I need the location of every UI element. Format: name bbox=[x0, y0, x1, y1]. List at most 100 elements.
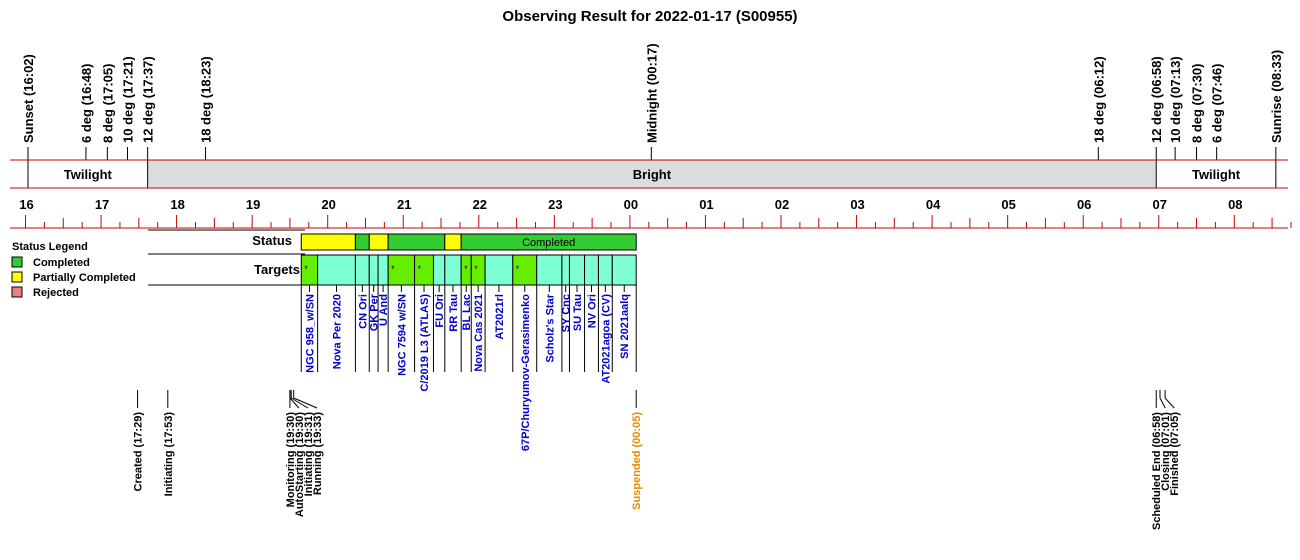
event-label: Suspended (00:05) bbox=[631, 412, 643, 510]
sun-events: Sunset (16:02) 6 deg (16:48) 8 deg (17:05)… bbox=[21, 43, 1284, 160]
status-segment bbox=[300, 233, 356, 251]
target-name: NGC 7594 w/SN bbox=[396, 294, 408, 376]
hour-tick-label: 17 bbox=[95, 197, 109, 212]
sun-event-label: 12 deg (17:37) bbox=[141, 56, 156, 143]
sun-event-label: 12 deg (06:58) bbox=[1149, 56, 1164, 143]
sun-event-label: 6 deg (16:48) bbox=[79, 64, 94, 143]
target-block bbox=[444, 254, 462, 286]
target-name: NGC 958_w/SN bbox=[304, 294, 316, 373]
target-block bbox=[584, 254, 599, 286]
hour-tick-label: 05 bbox=[1001, 197, 1015, 212]
hour-axis: 16 17 18 19 20 21 22 23 00 01 02 03 04 05 06 07 08 bbox=[10, 197, 1292, 229]
chart-title: Observing Result for 2022-01-17 (S00955) bbox=[502, 8, 797, 25]
hour-tick-label: 07 bbox=[1153, 197, 1167, 212]
target-marker: * bbox=[516, 264, 520, 274]
hour-tick-label: 16 bbox=[19, 197, 33, 212]
legend-title: Status Legend bbox=[12, 241, 88, 253]
hour-tick-label: 01 bbox=[699, 197, 713, 212]
target-block bbox=[317, 254, 356, 286]
hour-tick-label: 21 bbox=[397, 197, 411, 212]
target-name: NV Ori bbox=[586, 294, 598, 328]
sun-event-label: 8 deg (07:30) bbox=[1190, 64, 1205, 143]
target-block bbox=[377, 254, 389, 286]
sun-event-label: 18 deg (18:23) bbox=[199, 56, 214, 143]
event-label: Finished (07:05) bbox=[1169, 412, 1181, 496]
event-label: Scheduled End (06:58) bbox=[1151, 412, 1163, 530]
hour-tick-label: 03 bbox=[850, 197, 864, 212]
sun-event-label: Sunset (16:02) bbox=[21, 54, 36, 143]
sun-event-label: 10 deg (17:21) bbox=[120, 56, 135, 143]
event-leader bbox=[1164, 397, 1175, 409]
target-marker: * bbox=[391, 264, 395, 274]
target-marker: * bbox=[474, 264, 478, 274]
legend-swatch bbox=[11, 271, 23, 283]
sun-event-label: Sunrise (08:33) bbox=[1269, 50, 1284, 143]
hour-tick-label: 00 bbox=[624, 197, 638, 212]
target-name: AT2021agoa (CV) bbox=[600, 294, 612, 384]
hour-tick-label: 20 bbox=[321, 197, 335, 212]
sky-bands: Twilight Bright Twilight bbox=[10, 159, 1288, 189]
legend-label: Partially Completed bbox=[33, 272, 136, 284]
sun-event-label: 6 deg (07:46) bbox=[1210, 64, 1225, 143]
hour-tick-label: 04 bbox=[926, 197, 941, 212]
target-block bbox=[561, 254, 570, 286]
sun-event-label: 18 deg (06:12) bbox=[1091, 56, 1106, 143]
target-bar: *NGC 958_w/SN Nova Per 2020 CN Ori GK PerU … bbox=[300, 254, 637, 451]
legend-label: Rejected bbox=[33, 287, 79, 299]
target-marker: * bbox=[304, 264, 308, 274]
bright-band bbox=[147, 160, 1157, 188]
target-name: Nova Per 2020 bbox=[332, 294, 344, 369]
target-block bbox=[597, 254, 613, 286]
event-label: Initiating (17:53) bbox=[163, 412, 175, 497]
status-segment bbox=[368, 233, 389, 251]
target-name: 67P/Churyumov-Gerasimenko bbox=[520, 294, 532, 451]
target-name: FU Ori bbox=[434, 294, 446, 328]
event-label: AutoStarting (19:30) bbox=[294, 412, 306, 517]
hour-tick-label: 19 bbox=[246, 197, 260, 212]
hour-tick-label: 08 bbox=[1228, 197, 1242, 212]
target-block bbox=[568, 254, 586, 286]
status-segment bbox=[444, 233, 462, 251]
legend-swatch bbox=[11, 286, 23, 298]
event-leader bbox=[289, 397, 300, 409]
hour-tick-label: 23 bbox=[548, 197, 562, 212]
target-name: U And bbox=[378, 294, 390, 326]
sun-event-label: 8 deg (17:05) bbox=[100, 64, 115, 143]
sky-band-label: Twilight bbox=[64, 167, 113, 182]
target-block bbox=[432, 254, 446, 286]
status-row-label: Status bbox=[252, 233, 292, 248]
sky-band-label: Twilight bbox=[1192, 167, 1241, 182]
status-segment bbox=[460, 233, 637, 251]
target-marker: * bbox=[464, 264, 468, 274]
target-block bbox=[484, 254, 514, 286]
event-label: Created (17:29) bbox=[133, 412, 145, 492]
status-target-rows: Status Targets bbox=[252, 233, 300, 277]
target-name: AT2021rl bbox=[494, 294, 506, 340]
target-marker: * bbox=[418, 264, 422, 274]
status-segment bbox=[354, 233, 370, 251]
sun-event-label: 10 deg (07:13) bbox=[1168, 56, 1183, 143]
event-leader bbox=[290, 397, 309, 409]
target-block bbox=[354, 254, 370, 286]
legend-swatch bbox=[11, 256, 23, 268]
target-name: BL Lac bbox=[461, 294, 473, 330]
target-name: Scholz's Star bbox=[544, 293, 556, 362]
target-name: RR Tau bbox=[448, 294, 460, 332]
target-name: C/2019 L3 (ATLAS) bbox=[419, 294, 431, 392]
event-label: Monitoring (19:30) bbox=[285, 412, 297, 508]
sky-band-label: Bright bbox=[633, 167, 672, 182]
target-block bbox=[536, 254, 563, 286]
target-name: SY Cnc bbox=[561, 294, 573, 332]
event-leader bbox=[293, 397, 318, 409]
target-block bbox=[611, 254, 637, 286]
sun-event-label: Midnight (00:17) bbox=[644, 43, 659, 143]
event-markers: Created (17:29) Initiating (17:53) Monitor… bbox=[133, 390, 1181, 530]
event-label: Closing (07:01) bbox=[1160, 412, 1172, 491]
hour-tick-label: 18 bbox=[170, 197, 184, 212]
legend-label: Completed bbox=[33, 257, 90, 269]
target-block bbox=[368, 254, 379, 286]
status-segment-label: Completed bbox=[522, 237, 575, 249]
target-name: SU Tau bbox=[572, 294, 584, 331]
hour-tick-label: 22 bbox=[473, 197, 487, 212]
hour-tick-label: 06 bbox=[1077, 197, 1091, 212]
